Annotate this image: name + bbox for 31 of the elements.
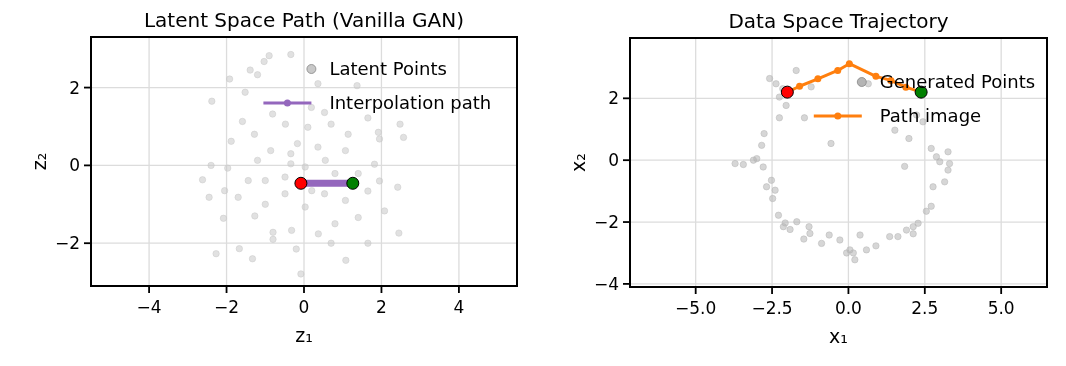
x-tick-label: −5.0 <box>675 298 717 318</box>
x-tick-label: 0 <box>298 297 310 317</box>
point <box>814 75 822 83</box>
y-tick-label: 0 <box>69 155 80 176</box>
x-tick-label: 2 <box>376 297 387 317</box>
y-tick-label: 2 <box>608 88 619 109</box>
x-tick-label: 2.5 <box>911 298 939 318</box>
y-tick-label: −2 <box>54 233 80 254</box>
point <box>834 66 842 74</box>
chart-title: Latent Space Path (Vanilla GAN) <box>143 8 465 32</box>
y-axis-title: x₂ <box>567 153 589 172</box>
y-tick-label: −2 <box>593 212 619 233</box>
x-tick-label: −2 <box>214 297 240 317</box>
point <box>796 82 804 90</box>
legend-label: Interpolation path <box>329 92 492 113</box>
y-tick-label: 2 <box>69 77 80 98</box>
x-axis-title: x₁ <box>829 325 848 347</box>
legend-label: Path image <box>879 105 982 126</box>
point <box>872 72 880 80</box>
x-tick-label: −4 <box>136 297 162 317</box>
point <box>845 60 853 68</box>
y-tick-label: −4 <box>593 273 619 294</box>
x-tick-label: 0.0 <box>834 298 862 318</box>
x-tick-label: 4 <box>453 297 465 317</box>
legend-label: Latent Points <box>329 58 447 79</box>
x-axis-title: z₁ <box>295 324 313 346</box>
y-axis-title: z₂ <box>28 152 50 171</box>
chart-title: Data Space Trajectory <box>728 9 949 33</box>
x-tick-label: 5.0 <box>987 298 1015 318</box>
y-tick-label: 0 <box>608 150 619 171</box>
x-tick-label: −2.5 <box>751 298 793 318</box>
